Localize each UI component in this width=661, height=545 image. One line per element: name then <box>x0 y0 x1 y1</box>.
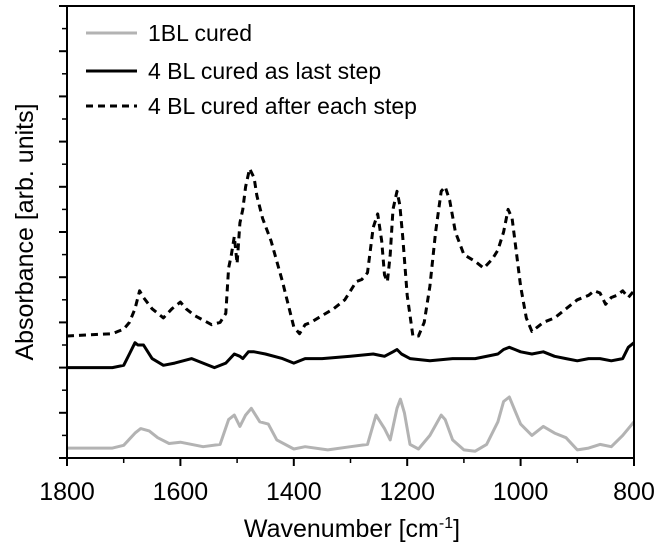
legend-label-4bl-last-step: 4 BL cured as last step <box>148 58 381 84</box>
x-tick-label: 1000 <box>493 478 549 506</box>
x-axis-ticks <box>66 458 635 466</box>
x-tick-label: 1600 <box>153 478 209 506</box>
y-axis-title: Absorbance [arb. units] <box>11 103 39 360</box>
x-tick-label: 1800 <box>39 478 95 506</box>
x-tick-label: 1400 <box>266 478 322 506</box>
series-line-0 <box>67 395 634 453</box>
plot-frame <box>66 5 635 459</box>
series-layer <box>67 167 634 453</box>
legend: 1BL cured 4 BL cured as last step 4 BL c… <box>86 20 417 119</box>
x-axis-title: Wavenumber [cm-1] <box>244 515 460 543</box>
legend-label-1bl-cured: 1BL cured <box>148 20 252 46</box>
x-tick-label: 1200 <box>379 478 435 506</box>
series-line-1 <box>67 341 634 370</box>
y-axis-ticks <box>59 5 67 459</box>
x-axis-tick-labels: 1800 1600 1400 1200 1000 800 <box>39 478 655 506</box>
series-line-2 <box>67 167 634 338</box>
legend-label-4bl-each-step: 4 BL cured after each step <box>148 93 417 119</box>
x-tick-label: 800 <box>613 478 655 506</box>
